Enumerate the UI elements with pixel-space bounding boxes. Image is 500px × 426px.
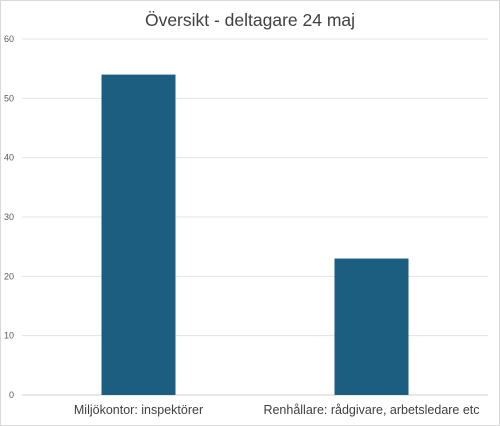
y-axis-ticks: 0 10 20 30 40 50 60 bbox=[4, 34, 14, 400]
chart-title: Översikt - deltagare 24 maj bbox=[145, 10, 355, 30]
bars bbox=[101, 74, 409, 395]
y-tick-label: 30 bbox=[4, 212, 14, 222]
y-tick-label: 10 bbox=[4, 331, 14, 341]
y-tick-label: 50 bbox=[4, 93, 14, 103]
bar bbox=[101, 74, 176, 395]
x-category-label: Renhållare: rådgivare, arbetsledare etc bbox=[263, 403, 479, 417]
x-axis-labels: Miljökontor: inspektörer Renhållare: rådg… bbox=[74, 403, 480, 417]
y-tick-label: 0 bbox=[9, 390, 14, 400]
bar bbox=[334, 258, 409, 395]
y-tick-label: 20 bbox=[4, 271, 14, 281]
y-tick-label: 40 bbox=[4, 153, 14, 163]
y-tick-label: 60 bbox=[4, 34, 14, 44]
x-category-label: Miljökontor: inspektörer bbox=[74, 403, 203, 417]
gridlines bbox=[22, 38, 488, 396]
